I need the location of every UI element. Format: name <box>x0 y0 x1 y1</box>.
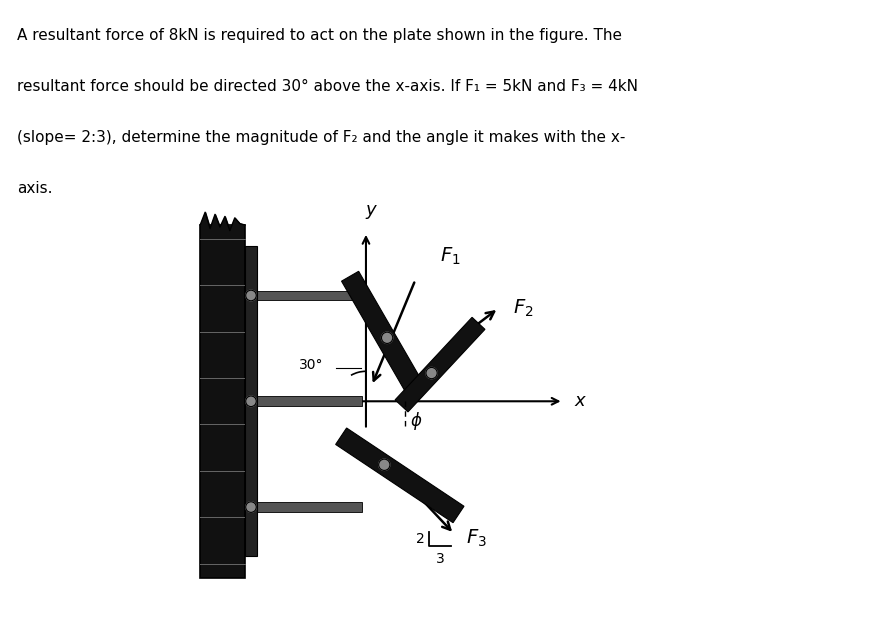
Polygon shape <box>258 290 362 300</box>
Polygon shape <box>200 225 244 577</box>
Text: axis.: axis. <box>17 181 52 196</box>
Text: 3: 3 <box>436 552 444 566</box>
Text: $\phi$: $\phi$ <box>409 410 423 432</box>
Text: 2: 2 <box>416 532 424 546</box>
Circle shape <box>245 396 257 406</box>
Text: $\mathit{F_1}$: $\mathit{F_1}$ <box>440 246 461 267</box>
Circle shape <box>245 502 257 512</box>
Polygon shape <box>258 502 362 512</box>
Circle shape <box>245 290 257 301</box>
Text: $\mathit{F_3}$: $\mathit{F_3}$ <box>466 528 487 549</box>
Polygon shape <box>395 317 485 412</box>
Text: A resultant force of 8kN is required to act on the plate shown in the figure. Th: A resultant force of 8kN is required to … <box>17 28 622 43</box>
Text: resultant force should be directed 30° above the x-axis. If F₁ = 5kN and F₃ = 4k: resultant force should be directed 30° a… <box>17 79 638 94</box>
Polygon shape <box>258 396 362 406</box>
Circle shape <box>382 332 393 344</box>
Text: $\mathit{y}$: $\mathit{y}$ <box>365 203 378 221</box>
Text: $\mathit{x}$: $\mathit{x}$ <box>574 393 588 410</box>
Polygon shape <box>335 428 464 523</box>
Polygon shape <box>341 271 426 398</box>
Text: $\mathit{F_2}$: $\mathit{F_2}$ <box>512 298 533 319</box>
Circle shape <box>379 459 390 470</box>
Polygon shape <box>244 246 258 557</box>
Circle shape <box>426 367 437 379</box>
Text: 30°: 30° <box>299 357 324 372</box>
Text: (slope= 2:3), determine the magnitude of F₂ and the angle it makes with the x-: (slope= 2:3), determine the magnitude of… <box>17 130 626 145</box>
